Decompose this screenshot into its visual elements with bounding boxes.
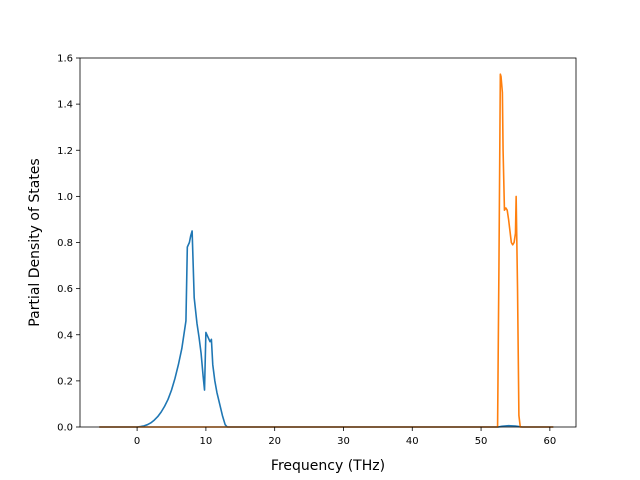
x-axis-title: Frequency (THz) bbox=[271, 458, 385, 474]
x-tick-label: 10 bbox=[200, 436, 213, 447]
x-tick-label: 30 bbox=[337, 436, 350, 447]
x-tick-label: 60 bbox=[543, 436, 556, 447]
y-tick-label: 0.6 bbox=[57, 284, 73, 295]
y-tick-label: 0.0 bbox=[57, 423, 73, 434]
y-tick-label: 0.4 bbox=[57, 330, 73, 341]
y-axis-title: Partial Density of States bbox=[27, 158, 43, 326]
x-tick-label: 40 bbox=[406, 436, 419, 447]
x-tick-label: 0 bbox=[134, 436, 140, 447]
y-tick-label: 0.2 bbox=[57, 376, 73, 387]
x-tick-label: 50 bbox=[475, 436, 488, 447]
x-tick-label: 20 bbox=[268, 436, 281, 447]
x-axis-ticks: 0 10 20 30 40 50 60 bbox=[134, 427, 556, 447]
y-tick-label: 1.0 bbox=[57, 192, 73, 203]
y-tick-label: 0.8 bbox=[57, 238, 73, 249]
y-tick-label: 1.4 bbox=[57, 100, 73, 111]
y-tick-label: 1.2 bbox=[57, 146, 73, 157]
y-tick-label: 1.6 bbox=[57, 54, 73, 65]
y-axis-ticks: 0.0 0.2 0.4 0.6 0.8 1.0 1.2 1.4 1.6 bbox=[57, 54, 80, 434]
